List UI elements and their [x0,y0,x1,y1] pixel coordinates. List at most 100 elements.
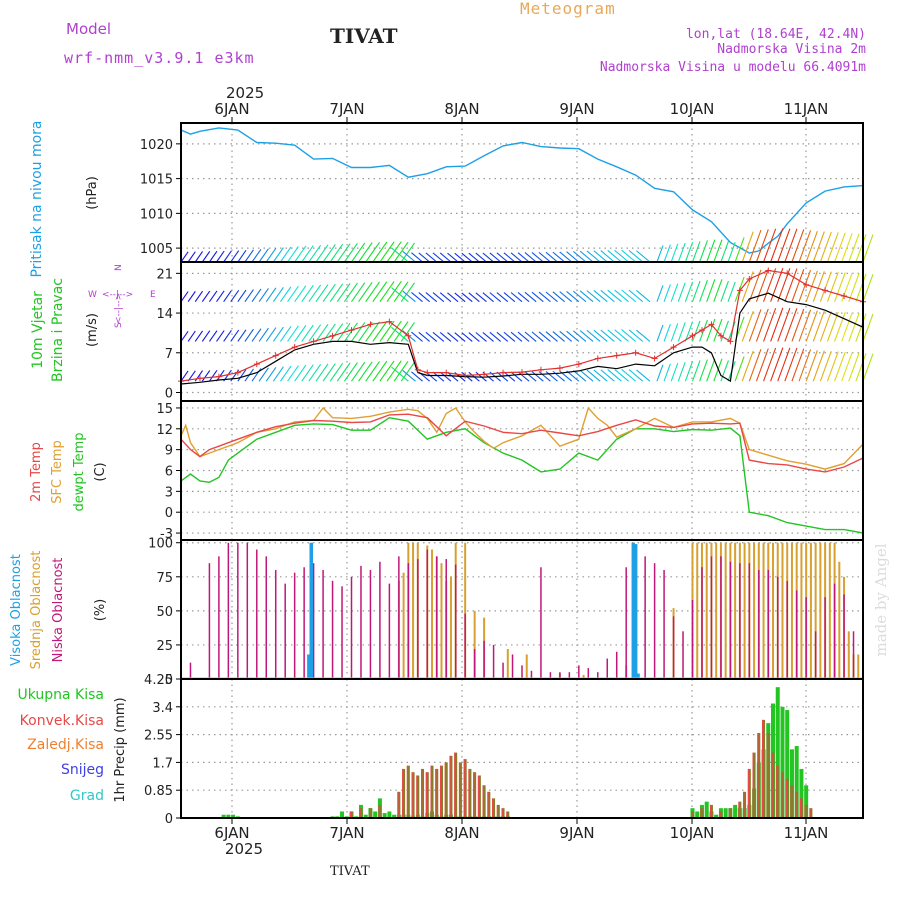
wind-barb [315,323,329,342]
product-title: Meteogram [520,0,616,18]
wind-barb [329,283,344,303]
wind-barb [294,245,307,263]
cloud-low-bar [748,563,751,679]
wind-barb [251,328,262,342]
cloud-low-bar [701,567,703,679]
wind-barb [201,370,211,382]
wind-barb [272,287,284,303]
dewpt-temp-line [180,416,864,534]
wind-barb [391,326,409,342]
wind-barb [418,252,430,263]
wind-barb [411,291,423,303]
wind-barb [322,283,336,303]
wind-barb [258,288,269,303]
wind-barb [855,313,867,342]
cloud-mid-bar [819,542,822,679]
y-tick-label: 0.85 [144,784,173,799]
wind-barb [593,250,608,263]
wind-barb [208,250,218,263]
cloud-low-bar [615,651,618,679]
wind-barb [524,371,537,382]
wind-barb [343,362,358,382]
wind-barb [706,279,716,302]
precip-total-bar [733,804,738,818]
wind-barb [425,292,438,303]
wind-barb [237,250,247,263]
wind-barb [294,285,307,303]
wind-title: 10m Vjetar [30,291,46,369]
wind-barb [770,307,784,342]
bottom-day-label: 8JAN [444,824,479,842]
cloud-unit: (%) [93,599,108,622]
wind-barb [538,251,551,263]
precip-total-label: Ukupna Kisa [17,687,104,703]
wind-barb [489,252,502,263]
wind-barb [614,329,629,342]
wind-speed-marker [462,372,469,379]
wind-speed-marker [727,338,734,345]
precip-conv-edge [397,791,399,818]
wind-barb [489,292,502,303]
wind-barb [798,230,812,263]
wind-speed-marker [784,270,791,277]
wind-barb [763,308,777,342]
wind-barb [386,241,402,263]
temp-unit: (C) [93,462,108,481]
wind-barb [755,229,769,263]
cloud-low-bar [606,658,608,679]
wind-barb [713,358,723,382]
wind-barb [614,369,629,382]
wind-speed-marker [556,365,563,372]
wind-barb [552,331,565,342]
precip-conv-edge [709,804,712,818]
wind-barb [244,328,254,342]
precip-conv-edge [795,791,797,818]
wind-speed-marker [736,287,743,294]
cloud-mid-bar [705,542,708,679]
wind-barb [607,329,622,342]
wind-barb [628,289,644,303]
sfc-temp-line [180,406,864,470]
wind-barb [855,233,867,263]
precip-conv-edge [799,798,802,818]
wind-barb [351,242,366,263]
cloud-mid-bar [743,542,746,679]
wind-barb [699,359,708,382]
cloud-mid-bar [847,631,850,679]
wind-barb [280,246,292,263]
wind-speed-marker [708,321,715,328]
wind-barb [636,250,651,263]
cloud-mid-bar [800,542,803,679]
wind-barb [812,231,825,263]
temp-sfc-label: SFC Temp [50,440,65,504]
wind-barb [402,370,416,382]
cloud-low-bar [587,668,590,679]
precip-conv-bar [780,772,784,818]
wind-barb [180,330,189,342]
wind-barb [517,291,530,303]
wind-barb [826,271,839,302]
wind-speed-marker [424,369,431,376]
wind-barb [294,364,307,382]
wind-barb [586,329,601,342]
wind-speed-marker [348,327,355,334]
bottom-day-labels: 6JAN 7JAN 8JAN 9JAN 10JAN 11JAN [214,824,828,842]
precip-conv-edge [402,768,404,818]
wind-barb [791,348,805,382]
precip-conv-edge [762,719,764,818]
wind-barb [770,347,784,382]
wind-barb [510,252,523,263]
wind-barb [621,368,637,382]
precip-total-bar [780,706,785,818]
wind-barb [475,252,487,263]
wind-speed-marker [272,352,279,359]
bottom-year-label: 2025 [225,840,263,858]
precip-conv-bar [454,752,458,818]
precip-conv-bar [482,785,486,818]
wind-barb [848,233,860,263]
wind-barb [545,371,558,382]
wind-barb [691,360,701,382]
precip-conv-edge [757,732,759,818]
precip-conv-bar [700,808,704,818]
wind-barb [386,360,402,382]
